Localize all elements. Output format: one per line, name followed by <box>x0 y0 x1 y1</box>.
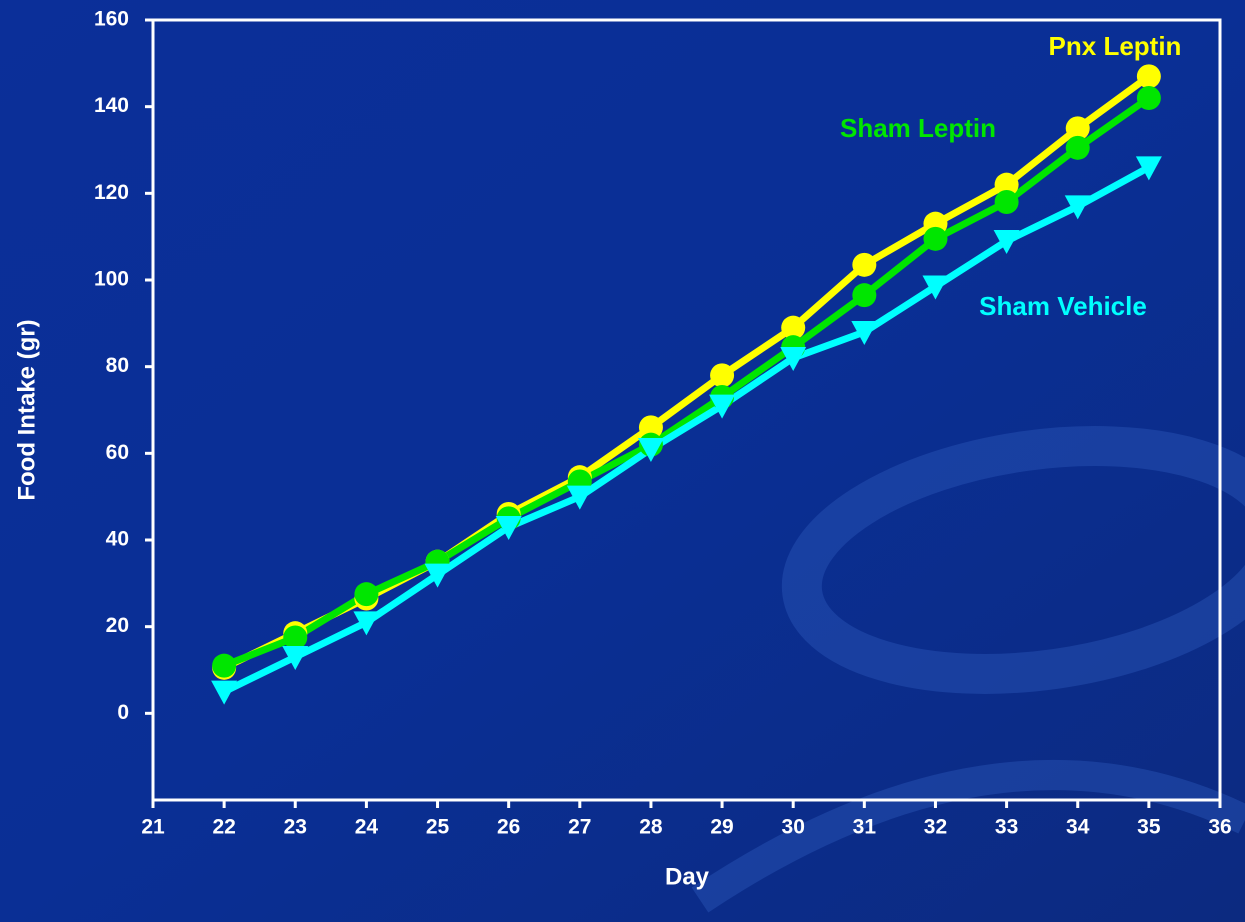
y-tick-label: 40 <box>106 528 129 551</box>
x-tick-label: 33 <box>995 816 1018 839</box>
marker <box>994 172 1019 197</box>
series-line <box>222 164 1151 695</box>
y-axis-title: Food Intake (gr) <box>13 319 40 500</box>
x-tick-label: 26 <box>497 816 520 839</box>
marker <box>781 315 806 340</box>
marker <box>1135 156 1162 181</box>
series-label: Sham Leptin <box>840 113 996 143</box>
marker <box>780 347 807 371</box>
marker <box>923 226 948 251</box>
marker <box>1064 195 1091 220</box>
x-tick-label: 31 <box>853 816 877 839</box>
x-tick-label: 30 <box>782 816 805 839</box>
marker <box>1136 86 1161 110</box>
marker <box>994 190 1019 214</box>
marker <box>283 625 308 650</box>
y-tick-label: 100 <box>94 268 129 291</box>
x-tick-label: 35 <box>1137 816 1161 839</box>
marker <box>353 611 380 636</box>
background-swirl <box>691 426 1245 913</box>
marker <box>637 438 664 462</box>
marker <box>495 516 522 540</box>
marker <box>922 275 949 300</box>
x-tick-label: 25 <box>426 816 450 839</box>
x-tick-label: 22 <box>212 816 235 839</box>
x-tick-label: 27 <box>568 816 591 839</box>
marker <box>851 321 878 345</box>
marker <box>566 485 593 510</box>
x-axis-title: Day <box>665 863 710 890</box>
marker <box>424 563 451 588</box>
x-tick-label: 23 <box>284 816 307 839</box>
x-tick-label: 28 <box>639 816 663 839</box>
marker <box>710 363 735 388</box>
marker <box>993 230 1020 254</box>
marker <box>212 653 237 678</box>
y-tick-label: 80 <box>106 354 129 377</box>
series-line <box>222 95 1151 669</box>
marker <box>282 646 309 670</box>
marker <box>211 680 238 705</box>
y-tick-label: 140 <box>94 94 129 117</box>
marker <box>1065 135 1090 160</box>
plot-frame <box>151 18 1222 802</box>
x-tick-label: 24 <box>355 816 379 839</box>
x-tick-label: 34 <box>1066 816 1090 839</box>
y-tick-label: 120 <box>94 181 129 204</box>
x-tick-label: 21 <box>141 816 165 839</box>
marker <box>1065 116 1090 141</box>
marker <box>852 283 877 308</box>
marker <box>1136 64 1161 89</box>
marker <box>852 252 877 277</box>
x-tick-label: 36 <box>1208 816 1231 839</box>
y-tick-label: 0 <box>117 701 129 724</box>
marker <box>638 415 663 440</box>
y-tick-label: 20 <box>106 614 129 637</box>
series-label: Sham Vehicle <box>979 291 1147 321</box>
y-tick-label: 60 <box>106 441 129 464</box>
x-tick-label: 29 <box>710 816 733 839</box>
marker <box>709 394 736 419</box>
series-label: Pnx Leptin <box>1049 31 1182 61</box>
marker <box>354 582 379 607</box>
plot-area: 0 20 40 60 80 100 120 140 160 21 22 23 24 25 26 27 28 29 3… <box>94 8 1232 839</box>
y-tick-label: 160 <box>94 8 129 31</box>
x-tick-label: 32 <box>924 816 947 839</box>
